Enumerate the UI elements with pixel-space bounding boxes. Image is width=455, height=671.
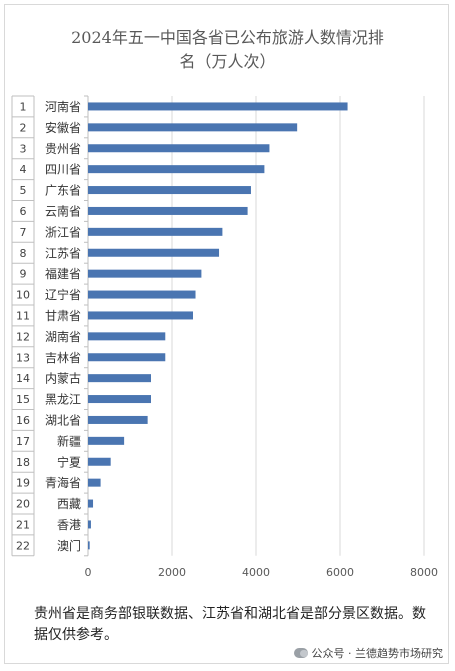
bar <box>88 227 223 236</box>
bar <box>88 311 193 320</box>
bar <box>88 499 94 508</box>
source-note: 贵州省是商务部银联数据、江苏省和湖北省是部分景区数据。数据仅供参考。 <box>34 606 426 643</box>
rank-label: 1 <box>20 100 27 113</box>
bar <box>88 290 196 299</box>
rank-label: 13 <box>16 351 30 364</box>
category-label: 辽宁省 <box>45 287 81 302</box>
rank-label: 15 <box>16 393 30 406</box>
x-tick-label: 6000 <box>326 566 354 579</box>
rank-label: 9 <box>20 268 27 281</box>
bar <box>88 144 270 153</box>
bar <box>88 123 298 132</box>
bar <box>88 436 125 445</box>
bar <box>88 186 251 195</box>
x-tick-label: 2000 <box>158 566 186 579</box>
category-label: 广东省 <box>45 184 81 198</box>
category-label: 澳门 <box>57 538 81 553</box>
category-label: 黑龙江 <box>45 393 81 407</box>
x-tick-label: 0 <box>85 566 92 579</box>
rank-label: 7 <box>20 226 27 239</box>
watermark-text: 公众号 · 兰德趋势市场研究 <box>311 647 444 660</box>
bar <box>88 165 265 174</box>
category-label: 青海省 <box>45 475 81 490</box>
category-label: 甘肃省 <box>45 309 81 323</box>
rank-label: 14 <box>16 372 30 385</box>
bar <box>88 520 91 529</box>
chart-title-line-1: 2024年五一中国各省已公布旅游人数情况排 <box>71 28 384 47</box>
category-label: 内蒙古 <box>45 371 81 386</box>
rank-label: 5 <box>20 184 27 197</box>
rank-label: 4 <box>20 163 27 176</box>
chart-title-line-2: 名（万人次） <box>179 52 276 71</box>
category-label: 四川省 <box>45 163 81 177</box>
bar <box>88 206 248 215</box>
bar <box>88 102 348 111</box>
bar <box>88 248 220 257</box>
bar <box>88 395 151 404</box>
rank-label: 2 <box>20 121 27 134</box>
bar <box>88 332 166 341</box>
category-label: 湖南省 <box>45 329 81 344</box>
bar <box>88 541 90 550</box>
bar <box>88 374 151 383</box>
category-label: 江苏省 <box>45 246 81 260</box>
category-label: 香港 <box>57 518 81 532</box>
rank-label: 20 <box>16 498 30 511</box>
category-label: 安徽省 <box>45 120 81 135</box>
category-label: 吉林省 <box>45 351 81 365</box>
rank-label: 3 <box>20 142 27 155</box>
rank-label: 17 <box>16 435 30 448</box>
category-label: 浙江省 <box>45 225 81 239</box>
rank-label: 21 <box>16 518 30 531</box>
chart-frame <box>4 4 449 664</box>
category-label: 云南省 <box>45 203 81 218</box>
bar <box>88 353 166 362</box>
wechat-icon <box>293 648 308 658</box>
bar <box>88 478 101 487</box>
chart-title: 2024年五一中国各省已公布旅游人数情况排 名（万人次） <box>20 26 435 74</box>
watermark: 公众号 · 兰德趋势市场研究 <box>293 645 444 661</box>
rank-label: 6 <box>20 205 27 218</box>
rank-label: 11 <box>16 309 30 322</box>
rank-label: 12 <box>16 330 30 343</box>
bar <box>88 415 148 424</box>
x-tick-label: 8000 <box>410 566 438 579</box>
category-label: 河南省 <box>45 99 81 114</box>
category-label: 西藏 <box>57 497 81 511</box>
category-label: 贵州省 <box>45 142 81 156</box>
rank-label: 10 <box>16 289 30 302</box>
category-label: 宁夏 <box>57 454 81 469</box>
rank-label: 18 <box>16 456 30 469</box>
category-label: 湖北省 <box>45 412 81 427</box>
x-tick-label: 4000 <box>242 566 270 579</box>
rank-label: 22 <box>16 539 30 552</box>
category-label: 福建省 <box>45 266 81 281</box>
rank-label: 8 <box>20 247 27 260</box>
category-label: 新疆 <box>57 433 81 448</box>
rank-label: 19 <box>16 477 30 490</box>
bar-chart: 0 2000 4000 6000 8000 1 河南省 2 安徽省 3 贵州省 4 四川省 5 广东省 6 云南… <box>11 95 438 579</box>
rank-label: 16 <box>16 414 30 427</box>
bar <box>88 457 111 466</box>
bar <box>88 269 202 278</box>
